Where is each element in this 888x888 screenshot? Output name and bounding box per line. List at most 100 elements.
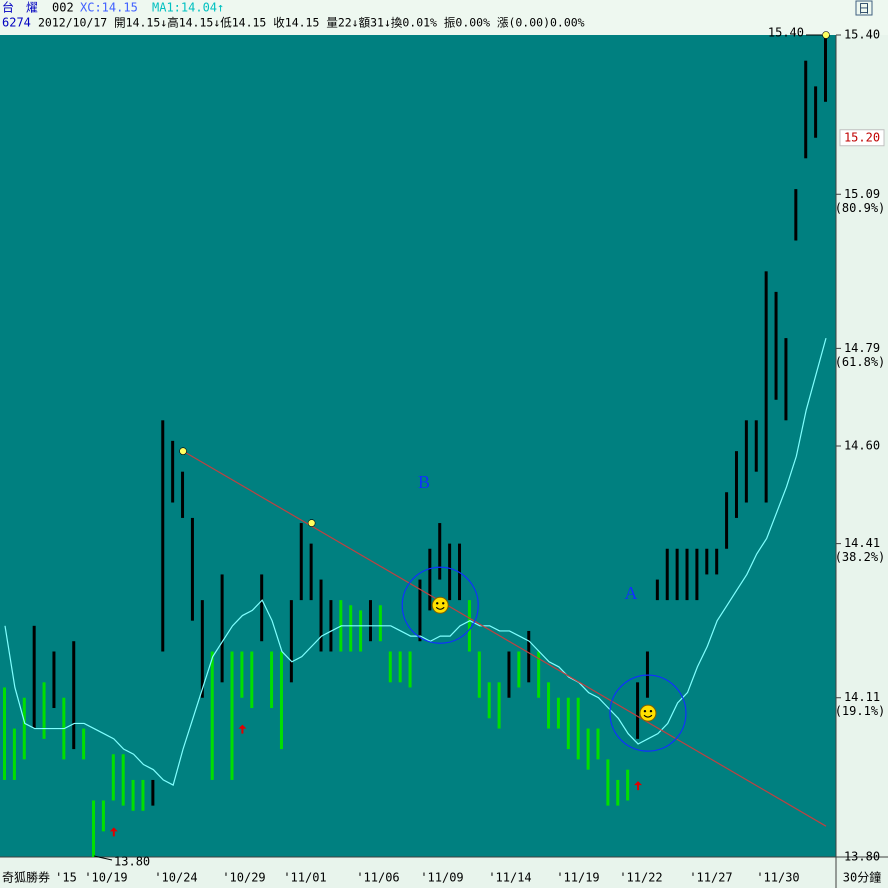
stock-id: 6274	[2, 16, 31, 30]
price-bar	[42, 682, 46, 739]
last-price-label: 15.20	[844, 130, 880, 144]
x-tick-label: '10/29	[222, 871, 265, 885]
price-bar	[181, 471, 185, 518]
last-price-box	[839, 129, 885, 147]
low-pointer	[93, 855, 113, 861]
x-tick-label: '11/06	[356, 871, 399, 885]
smiley	[639, 704, 657, 722]
price-bar	[685, 548, 689, 601]
price-bar	[12, 728, 16, 780]
price-bar	[517, 651, 521, 688]
price-bar	[547, 682, 551, 729]
ma-line	[4, 337, 827, 786]
price-bar	[705, 548, 709, 575]
x-tick-label: '15	[55, 871, 77, 885]
price-bar	[3, 687, 6, 780]
x-tick-label: '11/19	[556, 871, 599, 885]
price-bar	[289, 600, 293, 683]
price-bar	[270, 651, 274, 709]
y-tick-label: 14.11	[844, 690, 880, 704]
x-tick-label: '11/14	[488, 871, 531, 885]
price-bar	[586, 728, 590, 770]
fib-label: (19.1%)	[835, 704, 886, 718]
price-bar	[596, 728, 600, 760]
price-bar	[82, 728, 86, 760]
price-bar	[319, 579, 323, 652]
price-bar	[467, 600, 471, 652]
y-tick-label: 14.41	[844, 536, 880, 550]
price-bar	[52, 651, 56, 709]
price-bar	[190, 517, 194, 621]
annotation: A	[625, 583, 638, 603]
price-bar	[111, 754, 115, 801]
price-bar	[824, 35, 827, 102]
smiley-mouth	[435, 606, 445, 610]
price-bar	[141, 779, 145, 811]
price-bar	[606, 759, 610, 806]
price-bar	[566, 697, 570, 750]
price-bar	[477, 651, 481, 698]
price-bar	[725, 492, 729, 549]
smiley	[431, 596, 449, 614]
price-bar	[764, 271, 768, 503]
price-bar	[695, 548, 699, 601]
fib-label: (61.8%)	[835, 355, 886, 369]
price-bar	[655, 579, 659, 601]
price-bar	[260, 574, 264, 642]
xc-value: XC:14.15	[80, 1, 138, 15]
price-bar	[507, 651, 511, 698]
price-bar	[299, 523, 303, 601]
price-bar	[744, 420, 748, 503]
annotation: B	[418, 472, 430, 492]
price-bar	[794, 189, 798, 241]
price-bar	[626, 769, 630, 801]
x-tick-label: '11/01	[283, 871, 326, 885]
pivot-dot	[179, 447, 187, 455]
price-bar	[616, 779, 620, 806]
price-bar	[537, 651, 541, 698]
smiley-eye	[649, 709, 653, 713]
price-bar	[309, 543, 313, 601]
price-bar	[250, 651, 254, 709]
price-bar	[715, 548, 719, 575]
pivot-dot	[822, 31, 830, 39]
price-bar	[240, 651, 244, 698]
quote-line: 2012/10/17 開14.15↓高14.15↓低14.15 收14.15 量…	[38, 16, 585, 30]
x-tick-label: '10/19	[84, 871, 127, 885]
icon-box[interactable]	[855, 0, 873, 16]
smiley-mouth	[643, 714, 653, 718]
price-bar	[487, 682, 491, 719]
price-bar	[368, 600, 372, 642]
price-bar	[576, 697, 580, 760]
price-bar	[151, 779, 155, 806]
high-label: 15.40	[768, 26, 804, 40]
buy-arrow	[634, 781, 643, 791]
brand: 奇狐勝券	[2, 870, 50, 885]
price-bar	[329, 600, 333, 652]
x-tick-label: '10/24	[154, 871, 197, 885]
price-bar	[428, 548, 432, 611]
price-bar	[230, 651, 234, 780]
fib-label: (38.2%)	[835, 550, 886, 564]
price-bar	[754, 420, 758, 472]
y-tick-label: 13.80	[844, 850, 880, 864]
ma-value: MA1:14.04↑	[152, 1, 224, 15]
price-bar	[72, 641, 76, 750]
stock-code: 002	[52, 1, 74, 15]
price-bar	[359, 610, 363, 652]
y-tick-label: 14.60	[844, 439, 880, 453]
price-bar	[438, 523, 442, 580]
x-tick-label: '11/22	[619, 871, 662, 885]
x-tick-label: '11/27	[689, 871, 732, 885]
price-bar	[556, 697, 560, 729]
price-bar	[171, 440, 175, 503]
price-bar	[675, 548, 679, 601]
price-bar	[814, 86, 818, 138]
highlight-ring	[401, 566, 479, 644]
price-bar	[784, 338, 788, 421]
pivot-dot	[307, 519, 316, 527]
smiley-eye	[643, 709, 647, 713]
period-icon[interactable]: 日	[858, 2, 870, 16]
